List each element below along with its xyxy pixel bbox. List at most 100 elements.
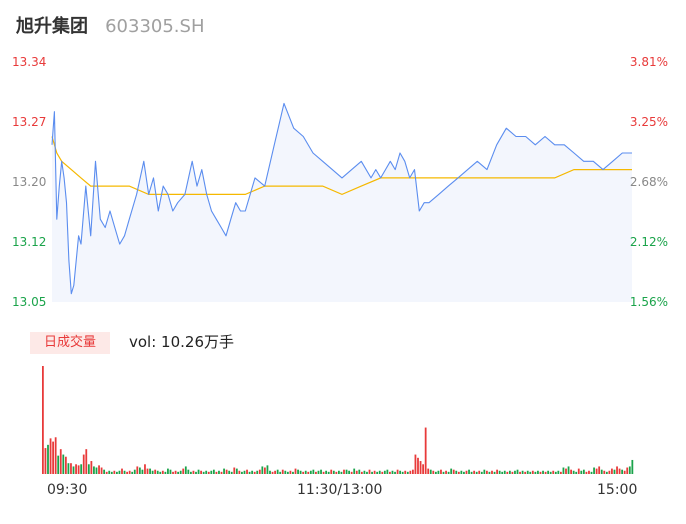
volume-bar (582, 469, 585, 474)
volume-bar (363, 470, 366, 474)
volume-bar (251, 470, 254, 474)
volume-bar (205, 470, 208, 474)
volume-bar (207, 471, 210, 474)
volume-bar (177, 471, 180, 474)
volume-bar (271, 471, 274, 474)
volume-bar (312, 469, 315, 474)
volume-bar (144, 464, 146, 474)
volume-bar (192, 470, 195, 474)
volume-bar (172, 471, 174, 474)
volume-bar (450, 468, 453, 474)
volume-bar (611, 468, 613, 474)
volume-bar (621, 469, 624, 474)
volume-bar (534, 471, 537, 474)
y-tick-right-4: 1.56% (629, 295, 668, 309)
volume-bar (447, 471, 450, 474)
volume-bar (593, 467, 595, 474)
volume-bar (95, 467, 98, 474)
volume-bar (103, 469, 106, 474)
volume-bar (151, 470, 154, 474)
volume-bar (460, 470, 463, 474)
stock-code: 603305.SH (105, 16, 205, 37)
volume-bar (70, 463, 72, 474)
volume-bar (182, 468, 185, 474)
volume-bar (82, 454, 85, 474)
y-tick-right-3: 2.12% (629, 235, 668, 249)
volume-bar (595, 468, 598, 474)
volume-bar (57, 455, 60, 474)
volume-bar (174, 470, 177, 474)
volume-bar (116, 471, 118, 474)
volume-bar (618, 468, 621, 474)
volume-bar (87, 464, 90, 474)
volume-bar (590, 471, 593, 474)
volume-bar (613, 469, 616, 474)
volume-bar (409, 470, 412, 474)
y-tick-left-1: 13.27 (12, 115, 47, 129)
volume-bar (394, 471, 396, 474)
volume-bar (486, 470, 488, 474)
volume-bar (131, 471, 134, 474)
volume-bar (220, 471, 223, 474)
volume-bar (85, 449, 88, 474)
volume-bar (383, 470, 386, 474)
volume-bar (307, 471, 310, 474)
volume-bar (62, 454, 65, 474)
volume-bar (473, 470, 476, 474)
y-tick-right-1: 3.25% (629, 115, 668, 129)
volume-bar (264, 467, 266, 474)
volume-bar (261, 466, 264, 474)
volume-bar (279, 471, 282, 474)
volume-bar (325, 470, 328, 474)
volume-bar (360, 471, 363, 474)
volume-bar (256, 470, 259, 474)
volume-bar (491, 470, 493, 474)
volume-bar (427, 468, 430, 474)
volume-bar (327, 471, 330, 474)
volume-bar (149, 468, 151, 474)
volume-bar (123, 470, 126, 474)
volume-bar (434, 471, 437, 474)
volume-bar (317, 470, 320, 474)
volume-bar (238, 470, 241, 474)
volume-bar (549, 471, 552, 474)
volume-bar (309, 470, 312, 474)
price-line (51, 102, 632, 295)
y-tick-right-0: 3.81% (629, 55, 668, 69)
volume-bar (429, 469, 432, 474)
volume-bar (628, 466, 631, 474)
volume-bar (98, 465, 100, 474)
volume-bar (241, 471, 243, 474)
volume-bar (366, 471, 368, 474)
volume-bar (544, 471, 547, 474)
volume-bar (376, 471, 379, 474)
volume-bar (338, 470, 340, 474)
volume-bar (332, 470, 335, 474)
volume-bar (493, 471, 496, 474)
volume-bar (480, 471, 483, 474)
chart-header: 旭升集团 603305.SH (16, 12, 205, 40)
volume-bar (289, 470, 292, 474)
volume-bar (521, 470, 524, 474)
y-tick-right-2: 2.68% (629, 175, 668, 189)
volume-bar (526, 470, 529, 474)
volume-bar (212, 469, 215, 474)
volume-bar (248, 471, 251, 474)
volume-bar (126, 471, 128, 474)
volume-bar (537, 470, 539, 474)
volume-bar (105, 471, 108, 474)
volume-bar (353, 468, 356, 474)
volume-bar (406, 471, 409, 474)
volume-bar (233, 467, 236, 474)
volume-bar (348, 470, 350, 474)
volume-bar (67, 463, 70, 474)
volume-bar (276, 469, 279, 474)
volume-bar (223, 468, 225, 474)
volume-bar (603, 470, 606, 474)
volume-bar (465, 470, 468, 474)
volume-bar (141, 469, 144, 474)
volume-bar (49, 438, 52, 474)
volume-bar (501, 471, 504, 474)
volume-bar (274, 470, 276, 474)
